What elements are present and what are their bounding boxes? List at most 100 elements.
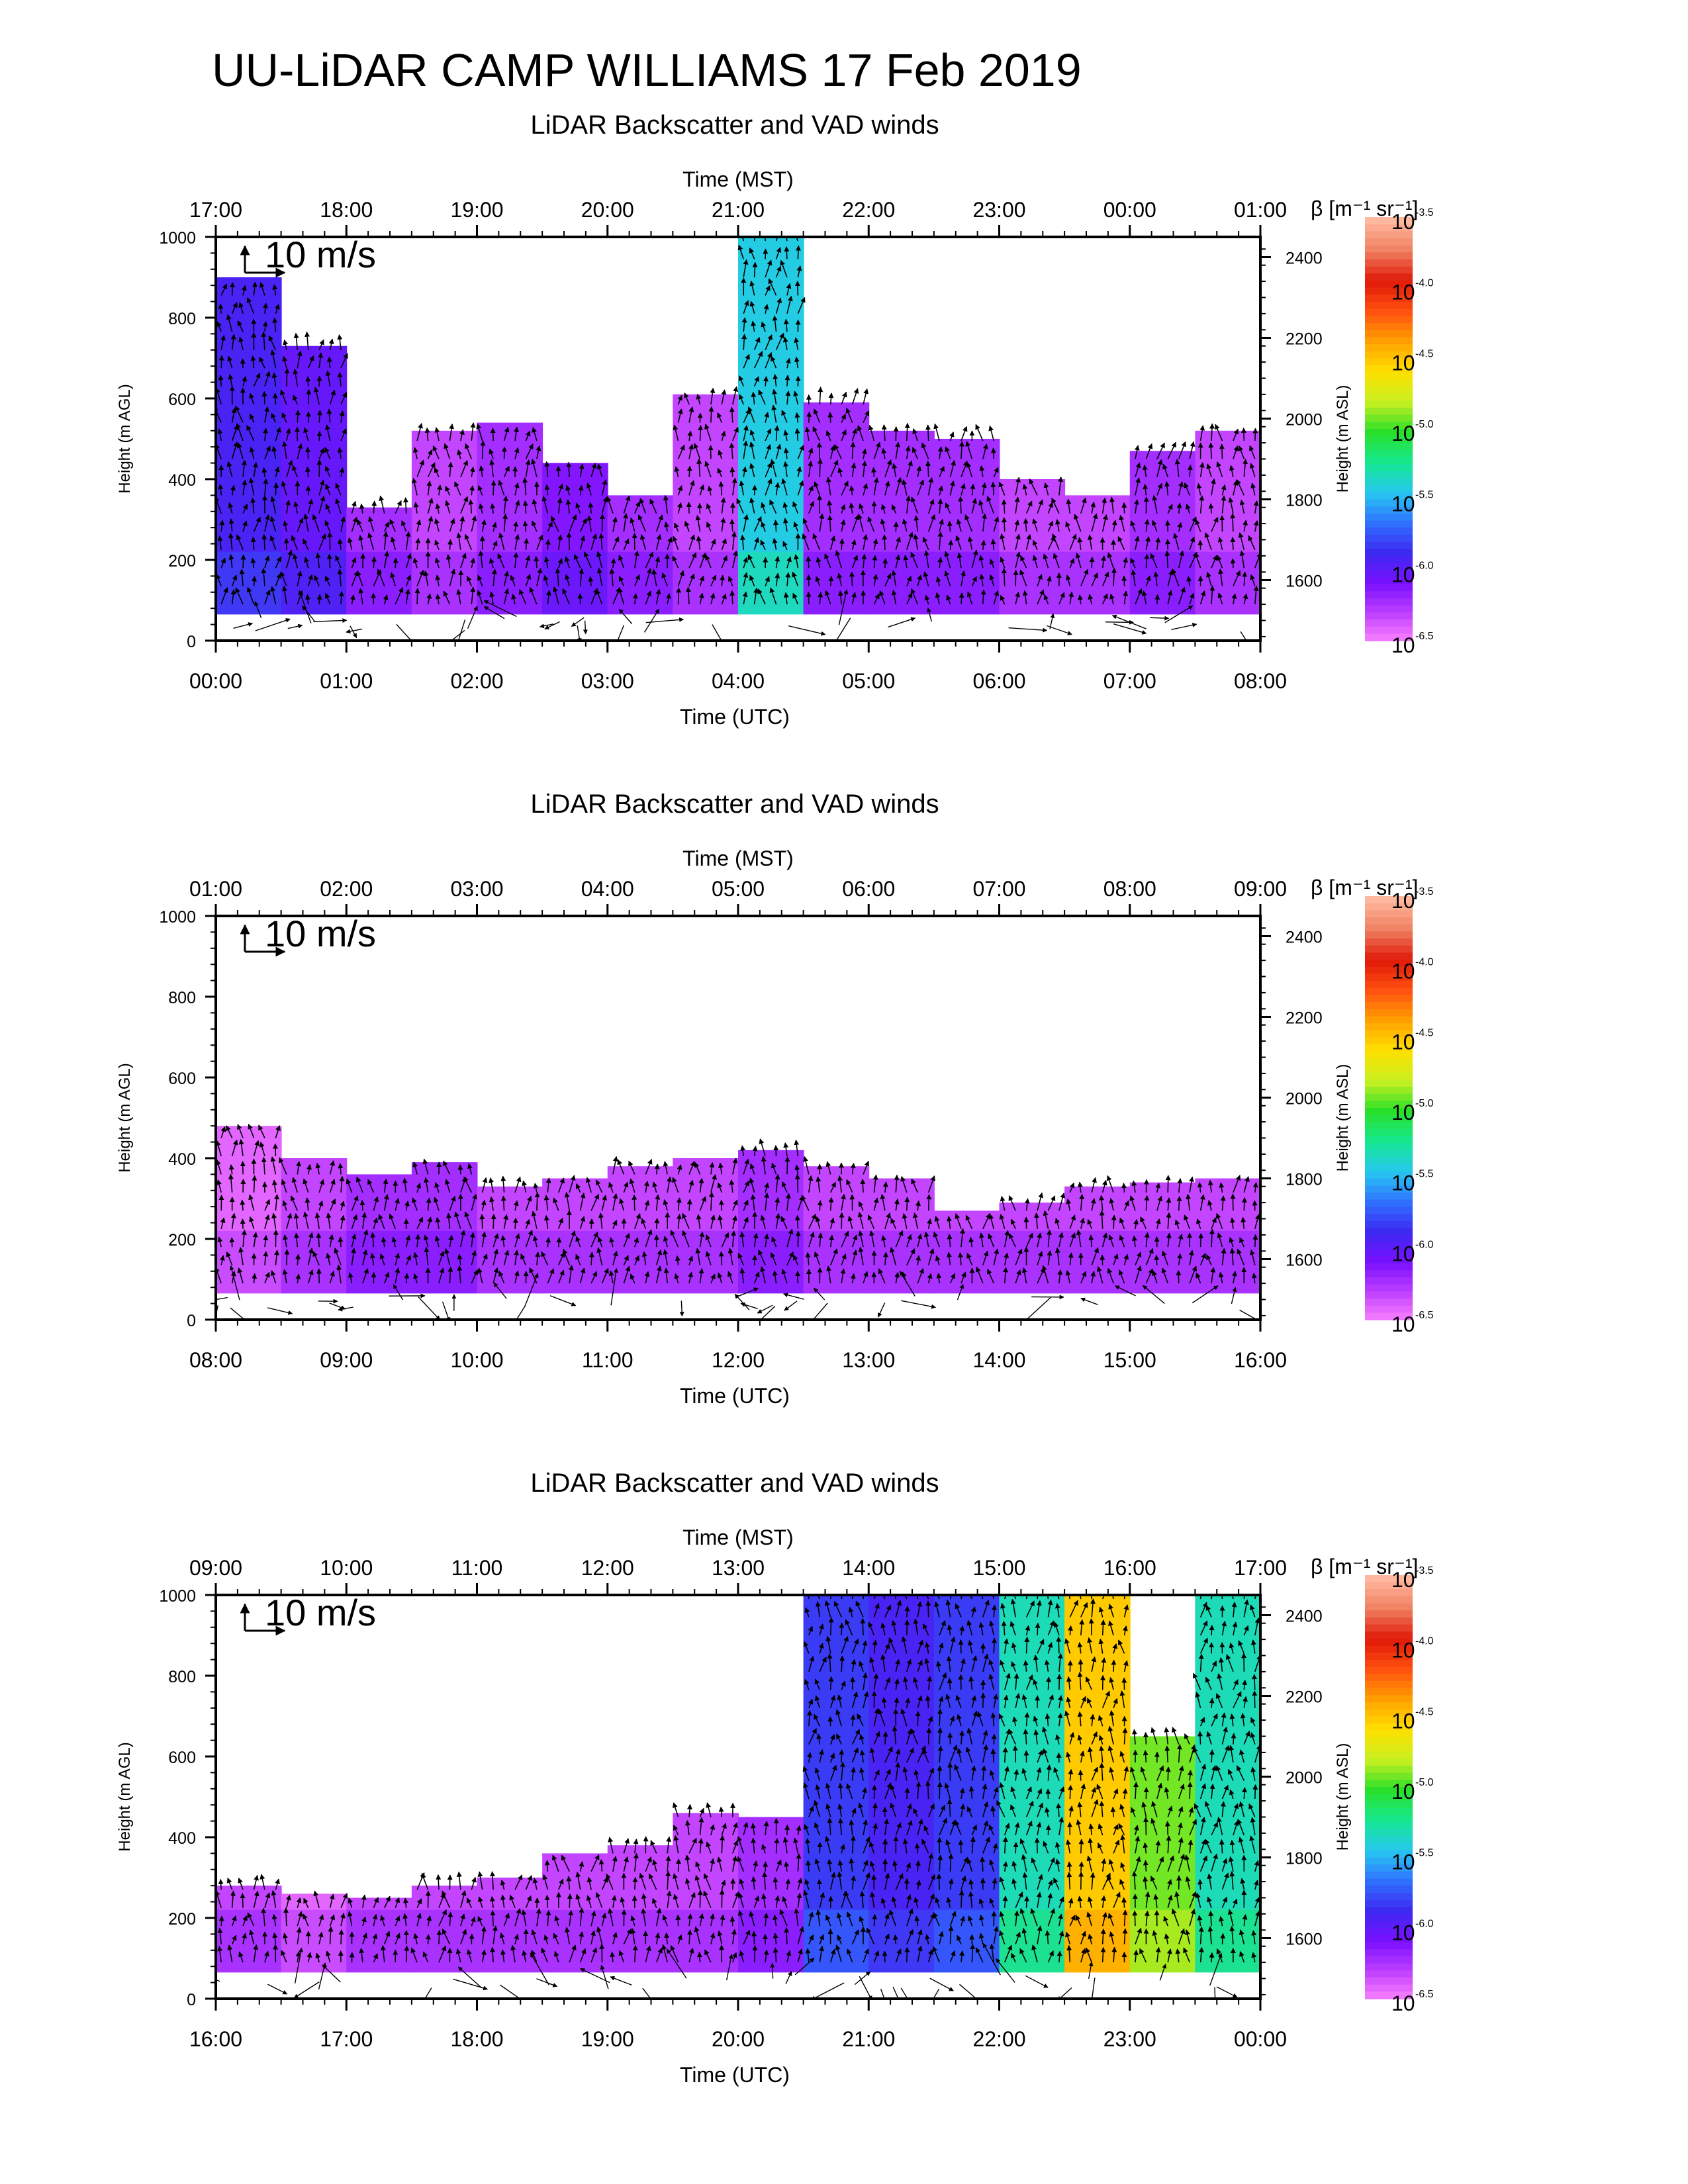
wind-arrow (218, 484, 224, 496)
backscatter-cell (999, 551, 1066, 615)
x-tick-label-top: 09:00 (1234, 877, 1287, 901)
left-axis-label: Height (m AGL) (116, 1742, 134, 1851)
wind-arrow (318, 479, 325, 496)
colorbar-segment (1365, 1072, 1413, 1081)
wind-arrow (1025, 1975, 1049, 1988)
wind-arrow (325, 483, 331, 496)
wind-arrow (280, 389, 287, 405)
wind-arrow (555, 567, 561, 586)
wind-arrow (236, 423, 244, 441)
wind-arrow (272, 284, 278, 296)
y-tick-label-right: 1800 (1286, 1850, 1323, 1868)
wind-arrow (318, 447, 325, 459)
wind-arrow (318, 352, 324, 369)
y-tick-label-right: 1800 (1286, 492, 1323, 510)
wind-arrow (228, 533, 234, 550)
wind-arrow (661, 572, 668, 586)
x-tick-label-bottom: 09:00 (320, 1348, 373, 1372)
colorbar-tick-exponent: -5.0 (1415, 1098, 1434, 1109)
top-axis-label: Time (MST) (682, 1525, 794, 1549)
x-tick-label-bottom: 12:00 (712, 1348, 765, 1372)
wind-arrow (264, 555, 270, 569)
wind-arrow (220, 557, 226, 569)
wind-arrow (264, 514, 270, 532)
colorbar-tick-base: 10 (1391, 960, 1415, 983)
wind-arrow (565, 574, 570, 586)
wind-arrow (283, 520, 289, 532)
wind-arrow (565, 556, 570, 569)
x-tick-label-bottom: 17:00 (320, 2027, 373, 2051)
wind-arrow (718, 449, 723, 459)
wind-arrow (262, 321, 268, 332)
colorbar-segment (1365, 1893, 1413, 1901)
wind-arrow (338, 1929, 344, 1944)
wind-arrow (623, 513, 629, 532)
wind-arrow (226, 461, 233, 478)
wind-arrow (316, 375, 322, 387)
backscatter-cell (1129, 1230, 1196, 1294)
wind-arrow (228, 373, 234, 387)
wind-arrow (476, 423, 483, 441)
wind-arrow (980, 1680, 986, 1690)
wind-arrow (720, 517, 726, 532)
colorbar-segment (1365, 1136, 1413, 1144)
wind-arrow (534, 1897, 540, 1908)
wind-arrow (351, 557, 357, 569)
wind-arrow (721, 538, 727, 551)
wind-arrow (1045, 1825, 1051, 1835)
wind-arrow (405, 574, 412, 586)
wind-arrow (699, 484, 705, 496)
colorbar-segment (1365, 535, 1413, 543)
backscatter-cell (933, 1909, 1000, 1973)
colorbar-segment (1365, 266, 1413, 275)
backscatter-cell (411, 1230, 478, 1294)
wind-arrow (238, 336, 244, 350)
colorbar-segment (1365, 1766, 1413, 1774)
x-tick-label-top: 17:00 (189, 198, 242, 222)
y-tick-label-right: 1600 (1286, 1251, 1323, 1270)
wind-arrow (543, 574, 549, 586)
colorbar-segment (1365, 1157, 1413, 1165)
wind-arrow (465, 443, 473, 459)
y-tick-label-right: 2000 (1286, 411, 1323, 430)
wind-arrow (460, 553, 467, 569)
wind-arrow (882, 1950, 888, 1963)
wind-arrow (688, 573, 695, 586)
wind-arrow (618, 555, 625, 569)
wind-arrow (637, 514, 647, 532)
colorbar-segment (1365, 1079, 1413, 1087)
x-tick-label-top: 04:00 (581, 877, 634, 901)
wind-arrow (292, 465, 299, 478)
wind-arrow (237, 320, 244, 332)
wind-arrow (228, 518, 234, 532)
colorbar-segment (1365, 1751, 1413, 1760)
wind-arrow (1013, 569, 1019, 586)
wind-arrow (275, 572, 281, 586)
panel-title: LiDAR Backscatter and VAD winds (530, 111, 939, 140)
wind-arrow (427, 498, 434, 514)
colorbar-segment (1365, 1808, 1413, 1816)
colorbar-segment (1365, 1214, 1413, 1222)
wind-arrow (426, 593, 432, 605)
wind-arrow (240, 1893, 246, 1908)
wind-arrow (686, 465, 692, 478)
colorbar-tick-exponent: -5.5 (1415, 490, 1434, 501)
wind-arrow (590, 533, 597, 550)
wind-arrow (491, 1213, 496, 1229)
wind-arrow (882, 1839, 888, 1854)
wind-arrow (416, 423, 423, 441)
wind-arrow (436, 1874, 442, 1890)
colorbar-segment (1365, 945, 1413, 954)
wind-arrow (525, 555, 531, 569)
backscatter-cell (803, 1909, 870, 1973)
wind-arrow (281, 412, 287, 423)
wind-arrow (395, 500, 402, 514)
wind-arrow (1080, 1297, 1098, 1305)
wind-arrow (851, 388, 859, 405)
colorbar-segment (1365, 1206, 1413, 1214)
wind-arrow (249, 446, 255, 459)
wind-arrow (326, 356, 332, 369)
colorbar-tick-exponent: -5.0 (1415, 419, 1434, 430)
wind-arrow (947, 1732, 953, 1745)
x-tick-label-top: 20:00 (581, 198, 634, 222)
